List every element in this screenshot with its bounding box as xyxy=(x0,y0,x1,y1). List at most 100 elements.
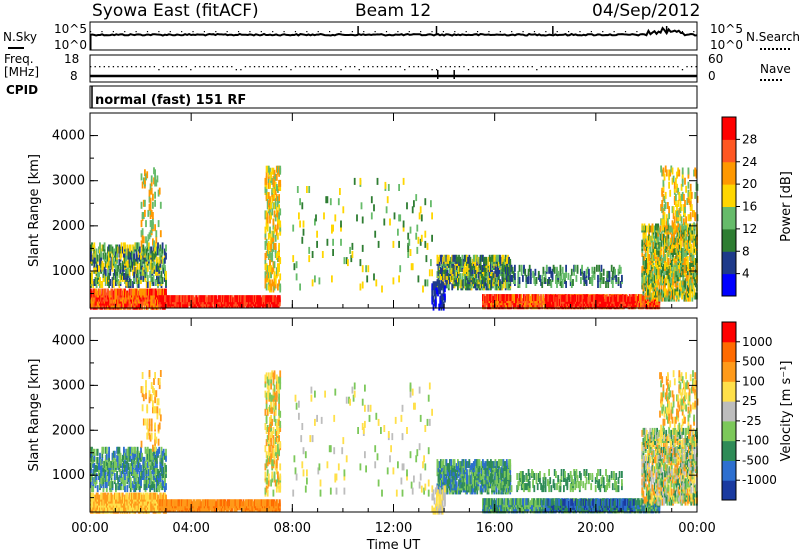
nave-dot xyxy=(276,66,278,68)
rti-cell xyxy=(634,294,637,302)
rti-cell xyxy=(115,244,117,252)
rti-cell xyxy=(126,252,129,260)
rti-cell xyxy=(231,295,233,303)
rti-cell xyxy=(452,277,455,285)
rti-cell xyxy=(279,257,282,265)
rti-cell xyxy=(140,277,142,284)
rti-cell xyxy=(151,254,154,262)
rti-cell xyxy=(127,266,130,274)
rti-cell xyxy=(125,254,128,262)
rti-cell xyxy=(150,258,153,266)
rti-cell xyxy=(134,266,137,274)
rti-cell xyxy=(464,254,467,262)
rti-cell xyxy=(637,302,640,310)
rti-cell xyxy=(104,260,107,268)
noise-search-dot xyxy=(568,31,570,33)
rti-cell xyxy=(629,294,632,302)
rti-cell xyxy=(129,279,132,286)
rti-cell xyxy=(425,255,428,263)
nave-dot xyxy=(99,66,101,68)
noise-search-dot xyxy=(306,31,308,33)
rti-cell xyxy=(321,251,324,258)
noise-search-dot xyxy=(613,31,615,33)
rti-cell xyxy=(581,294,584,302)
rti-cell xyxy=(142,199,145,207)
rti-cell xyxy=(107,254,109,262)
rti-cell xyxy=(463,254,466,262)
nave-dot xyxy=(285,66,288,68)
nave-dot xyxy=(445,66,447,68)
rti-cell xyxy=(279,273,282,281)
rti-cell xyxy=(120,288,123,296)
nave-dot xyxy=(395,66,397,68)
rti-cell xyxy=(125,248,128,256)
rti-cell xyxy=(495,294,498,302)
rti-cell xyxy=(492,273,495,281)
rti-cell xyxy=(389,218,391,226)
rti-cell xyxy=(96,277,99,284)
rti-cell xyxy=(208,295,211,303)
rti-cell xyxy=(293,263,296,271)
rti-cell xyxy=(459,265,462,272)
rti-cell xyxy=(493,275,496,283)
rti-cell xyxy=(278,212,280,220)
rti-cell xyxy=(643,223,646,231)
rti-cell xyxy=(209,295,212,303)
rti-cell xyxy=(138,246,141,254)
rti-cell xyxy=(270,212,272,220)
rti-cell xyxy=(150,220,153,228)
rti-cell xyxy=(146,274,149,282)
rti-cell xyxy=(687,167,690,175)
rti-cell xyxy=(273,295,275,303)
rti-cell xyxy=(272,244,275,252)
rti-cell xyxy=(205,295,207,303)
rti-cell xyxy=(457,283,459,291)
rti-cell xyxy=(434,297,437,305)
rti-cell xyxy=(570,294,573,302)
rti-cell xyxy=(151,262,154,270)
rti-cell xyxy=(445,263,448,270)
rti-cell xyxy=(458,258,460,266)
rti-cell xyxy=(496,283,499,291)
rti-cell xyxy=(96,270,99,278)
rti-cell xyxy=(542,294,545,302)
rti-cell xyxy=(243,295,246,303)
noise-search-dot xyxy=(602,31,604,33)
rti-cell xyxy=(479,258,482,266)
rti-cell xyxy=(148,288,150,296)
rti-cell xyxy=(543,298,546,306)
rti-cell xyxy=(142,288,145,296)
rti-cell xyxy=(111,246,114,254)
rti-cell xyxy=(635,300,638,308)
rti-cell xyxy=(165,252,167,260)
rti-cell xyxy=(643,272,646,280)
rti-cell xyxy=(103,266,106,274)
rti-cell xyxy=(150,268,153,276)
nave-dot xyxy=(381,66,383,68)
rti-cell xyxy=(347,259,349,267)
rti-cell xyxy=(201,301,204,309)
freq-label-1: Freq. xyxy=(4,52,34,66)
rti-cell xyxy=(643,233,646,241)
rti-cell xyxy=(149,288,151,296)
rti-cell xyxy=(100,302,102,310)
rti-cell xyxy=(182,295,184,303)
rti-cell xyxy=(140,272,142,280)
rti-cell xyxy=(439,273,442,281)
rti-cell xyxy=(466,265,468,272)
rti-cell xyxy=(136,277,139,284)
rti-cell xyxy=(159,295,162,303)
rti-cell xyxy=(185,295,188,303)
rti-cell xyxy=(501,294,504,302)
rti-cell xyxy=(477,277,480,285)
rti-cell xyxy=(142,266,145,274)
noise-right-tick-top: 10^5 xyxy=(710,22,743,36)
rti-cell xyxy=(99,258,101,266)
nave-dot xyxy=(149,66,151,68)
rti-cell xyxy=(484,275,487,283)
rti-cell xyxy=(153,177,155,185)
rti-cell xyxy=(579,294,582,302)
rti-cell xyxy=(375,279,378,287)
rti-cell xyxy=(272,222,275,230)
rti-cell xyxy=(565,270,567,278)
